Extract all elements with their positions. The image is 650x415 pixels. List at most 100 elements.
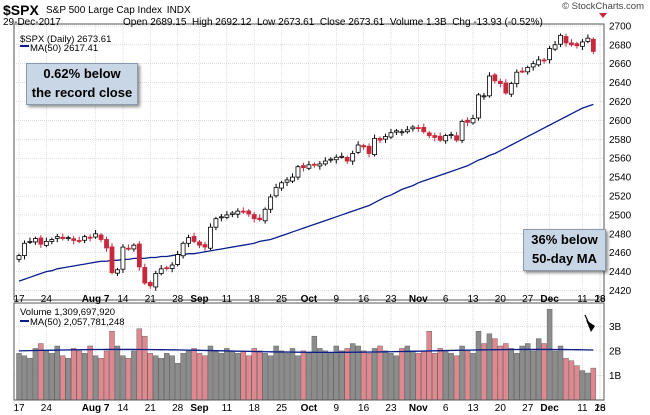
candle-body xyxy=(301,165,306,169)
candle-body xyxy=(246,210,252,215)
date-axis-top: 17 24 Aug 7 14 21 28 Sep 11 18 25 Oct 9 16 23 Nov 6 13 20… xyxy=(13,294,606,305)
candle-body xyxy=(394,130,399,133)
volume-bar xyxy=(432,353,438,401)
volume-bar xyxy=(388,353,394,401)
date-tick-label-bottom: 23 xyxy=(385,403,397,414)
volume-bar xyxy=(585,372,591,401)
price-tick-label: 2560 xyxy=(609,154,632,165)
price-tick-label: 2660 xyxy=(609,59,632,70)
volume-bar xyxy=(328,353,334,401)
volume-bar xyxy=(70,348,77,401)
candle-body xyxy=(530,63,536,68)
volume-bar xyxy=(284,353,290,401)
volume-bar xyxy=(453,355,460,401)
candle-body xyxy=(426,132,432,136)
candle-body xyxy=(333,156,339,161)
volume-bar xyxy=(136,328,143,401)
candle-body xyxy=(98,234,104,240)
volume-bar xyxy=(568,360,575,401)
candle-body xyxy=(377,137,383,141)
volume-bar xyxy=(557,345,564,401)
date-tick-label-bottom: 20 xyxy=(495,403,507,414)
volume-bar xyxy=(333,345,339,401)
candle-body xyxy=(476,94,481,119)
volume-bar xyxy=(229,350,236,401)
volume-bar xyxy=(508,348,514,401)
volume-bar xyxy=(289,348,296,401)
volume-bar xyxy=(552,350,558,401)
price-tick-label: 2700 xyxy=(609,21,632,32)
candle-body xyxy=(547,48,552,61)
candle-body xyxy=(235,210,241,215)
volume-bar xyxy=(486,333,493,401)
volume-bar xyxy=(169,355,175,401)
price-tick-label: 2680 xyxy=(609,40,632,51)
date-tick-label-bottom: Sep xyxy=(190,403,208,414)
date-tick-label-bottom: 27 xyxy=(522,403,534,414)
volume-bars xyxy=(16,308,597,401)
watermark: © StockCharts.com xyxy=(562,1,644,12)
volume-bar xyxy=(339,350,345,401)
volume-bar xyxy=(317,348,323,401)
candle-body xyxy=(279,182,284,189)
candle-body xyxy=(251,214,257,220)
candle-body xyxy=(355,144,361,153)
candle-body xyxy=(147,282,153,287)
date-tick-label-top: 27 xyxy=(522,294,534,305)
date-tick-label-top: 26 xyxy=(594,294,606,305)
volume-bar xyxy=(497,345,504,401)
volume-bar xyxy=(437,348,443,401)
price-tick-label: 2440 xyxy=(609,267,632,278)
candle-body xyxy=(224,214,230,218)
price-tick-label: 2540 xyxy=(609,173,632,184)
volume-bar xyxy=(76,350,82,401)
volume-bar xyxy=(43,350,50,401)
date-tick-label-bottom: 24 xyxy=(41,403,53,414)
candle-body xyxy=(49,239,55,242)
date-tick-label-top: 23 xyxy=(385,294,397,305)
candle-body xyxy=(383,136,388,140)
volume-bar xyxy=(344,348,350,401)
volume-bar xyxy=(65,358,71,401)
date-tick-label-top: 11 xyxy=(222,294,233,305)
price-legend-line2: MA(50) 2617.41 xyxy=(30,43,98,54)
price-tick-label: 2580 xyxy=(609,135,632,146)
candle-body xyxy=(569,42,574,46)
candle-body xyxy=(415,127,421,129)
vol-ma-legend-swatch xyxy=(20,320,29,322)
candle-body xyxy=(54,236,60,239)
date-axis-bottom: 17 24 Aug 7 14 21 28 Sep 11 18 25 Oct 9 16 23 Nov 6 13 20… xyxy=(13,403,606,414)
volume-bar xyxy=(109,331,115,401)
candle-body xyxy=(344,157,350,162)
low-value: Low 2673.61 xyxy=(257,17,315,28)
date-tick-label-top: Oct xyxy=(301,294,318,305)
change-value: Chg -13.93 (-0.52%) xyxy=(452,17,543,28)
volume-bar xyxy=(448,353,454,401)
candle-body xyxy=(465,119,470,123)
candle-body xyxy=(541,59,547,62)
volume-bar xyxy=(87,345,93,401)
candle-body xyxy=(191,236,197,242)
volume-bar xyxy=(158,358,164,401)
candle-body xyxy=(93,233,98,238)
volume-bar xyxy=(530,350,536,401)
chg-down-arrow-icon xyxy=(599,13,607,18)
volume-bar xyxy=(421,350,427,401)
date-tick-label-top: 14 xyxy=(117,294,129,305)
candle-body xyxy=(492,74,498,82)
volume-bar xyxy=(574,365,580,401)
price-axis-ticks: 2420 2440 2460 2480 2500 2520 2540 2560 2580 2600… xyxy=(609,21,632,297)
close-value: Close 2673.61 xyxy=(319,17,385,28)
volume-tick-label: 1B xyxy=(609,371,622,382)
volume-bar xyxy=(163,353,170,401)
volume-bar xyxy=(81,353,88,401)
date-tick-label-bottom: 9 xyxy=(333,403,339,414)
date-tick-label-top: Dec xyxy=(540,294,559,305)
date-tick-label-bottom: Nov xyxy=(409,403,428,414)
volume-bar xyxy=(410,350,416,401)
candle-body xyxy=(142,267,148,284)
volume-bar xyxy=(207,345,214,401)
volume-bar xyxy=(114,345,121,401)
price-panel-frame xyxy=(13,23,605,301)
volume-bar xyxy=(442,350,449,401)
